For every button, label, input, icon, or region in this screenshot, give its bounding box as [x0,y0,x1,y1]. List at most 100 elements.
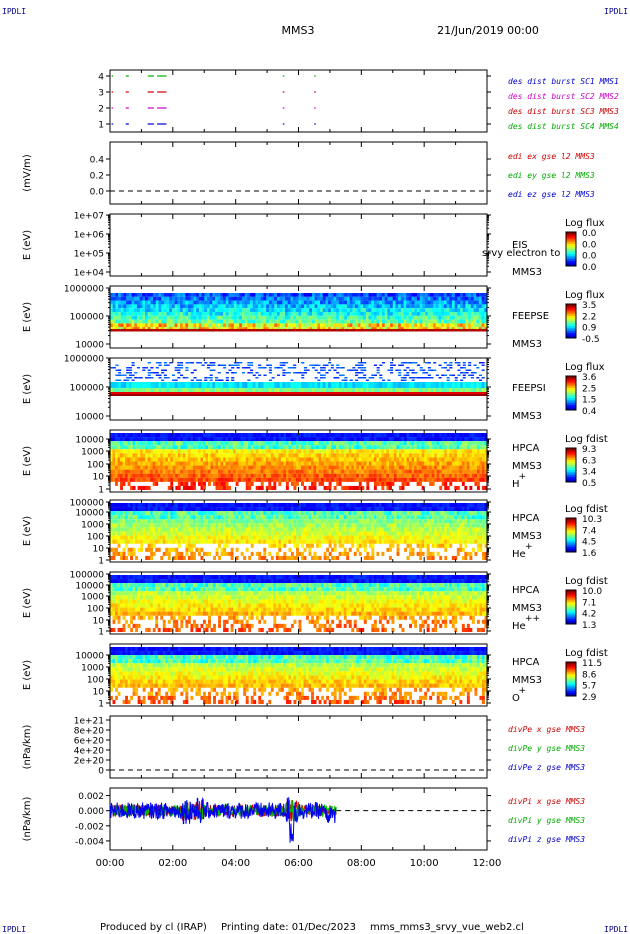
spectrogram-cell [200,437,204,442]
spectrogram-cell [355,374,359,376]
spectrogram-cell [223,445,227,450]
spectrogram-cell [325,312,329,316]
spectrogram-cell [161,388,165,392]
spectrogram-cell [314,296,318,301]
spectrogram-cell [348,457,352,462]
spectrogram-cell [343,445,347,450]
spectrogram-cell [454,457,458,462]
spectrogram-cell [192,433,196,438]
spectrogram-cell [125,453,128,458]
spectrogram-cell [293,453,297,458]
spectrogram-cell [236,367,240,369]
spectrogram-cell [110,477,113,482]
spectrogram-cell [400,388,404,392]
spectrogram-cell [155,441,159,446]
spectrogram-cell [245,441,249,446]
spectrogram-cell [414,445,418,450]
spectrogram-cell [427,293,431,297]
spectrogram-cell [247,329,251,332]
spectrogram-cell [258,445,262,450]
spectrogram-cell [110,449,113,454]
spectrogram-cell [387,308,391,312]
spectrogram-cell [250,457,254,462]
spectrogram-cell [228,441,232,446]
spectrogram-cell [243,469,247,474]
corner-label-br: IPDLI [604,925,628,934]
spectrogram-cell [247,382,251,388]
spectrogram-cell [459,461,463,466]
spectrogram-cell [147,388,151,392]
spectrogram-cell [193,296,197,301]
spectrogram-cell [322,392,326,394]
spectrogram-cell [223,329,227,332]
spectrogram-cell [351,473,355,478]
spectrogram-cell [303,437,307,442]
spectrogram-cell [396,457,400,462]
spectrogram-cell [190,394,194,396]
spectrogram-cell [131,308,135,312]
spectrogram-cell [275,441,279,446]
spectrogram-cell [136,394,141,396]
spectrogram-cell [180,323,184,328]
spectrogram-cell [421,461,425,466]
spectrogram-cell [446,465,450,470]
spectrogram-cell [311,477,314,482]
spectrogram-cell [326,441,330,446]
spectrogram-cell [110,382,114,388]
spectrogram-cell [399,437,402,442]
spectrogram-cell [228,453,232,458]
spectrogram-cell [381,379,386,381]
spectrogram-cell [481,296,485,301]
spectrogram-cell [268,293,272,297]
spectrogram-cell [169,323,173,328]
spectrogram-cell [125,477,128,482]
spectrogram-cell [241,296,246,301]
spectrogram-cell [344,377,348,379]
spectrogram-cell [387,388,391,392]
spectrogram-cell [122,453,126,458]
spectrogram-cell [427,377,431,379]
spectrogram-cell [233,449,237,454]
spectrogram-cell [177,457,181,462]
spectrogram-cell [260,481,264,486]
spectrogram-cell [202,469,206,474]
spectrogram-cell [449,437,453,442]
spectrogram-cell [215,449,219,454]
spectrogram-cell [175,469,179,474]
spectrogram-cell [192,441,196,446]
spectrogram-cell [245,453,249,458]
spectrogram-cell [308,477,312,482]
spectrogram-cell [469,461,473,466]
colorbar-segment [566,317,576,320]
colorbar-segment [566,331,576,334]
spectrogram-cell [202,453,206,458]
spectrogram-cell [145,473,149,478]
spectrogram-cell [344,293,348,297]
spectrogram-cell [457,388,461,392]
spectrogram-cell [174,319,178,324]
spectrogram-cell [177,392,181,394]
spectrogram-cell [379,300,383,305]
spectrogram-cell [270,477,274,482]
y-tick-label: 1e+06 [74,231,105,241]
colorbar-segment [566,249,576,252]
spectrogram-cell [142,453,146,458]
spectrogram-cell [118,296,122,301]
spectrogram-cell [376,481,380,486]
spectrogram-cell [137,461,141,466]
spectrogram-cell [131,394,135,396]
spectrogram-cell [177,382,181,388]
spectrogram-cell [446,312,450,316]
spectrogram-cell [293,433,297,438]
spectrogram-cell [212,319,216,324]
spectrogram-cell [341,437,345,442]
spectrogram-cell [174,293,178,297]
spectrogram-cell [220,388,224,392]
spectrogram-cell [336,392,340,394]
spectrogram-cell [293,388,297,392]
spectrogram-cell [346,453,350,458]
spectrogram-cell [202,457,206,462]
spectrogram-cell [460,296,464,301]
spectrogram-cell [422,392,426,394]
